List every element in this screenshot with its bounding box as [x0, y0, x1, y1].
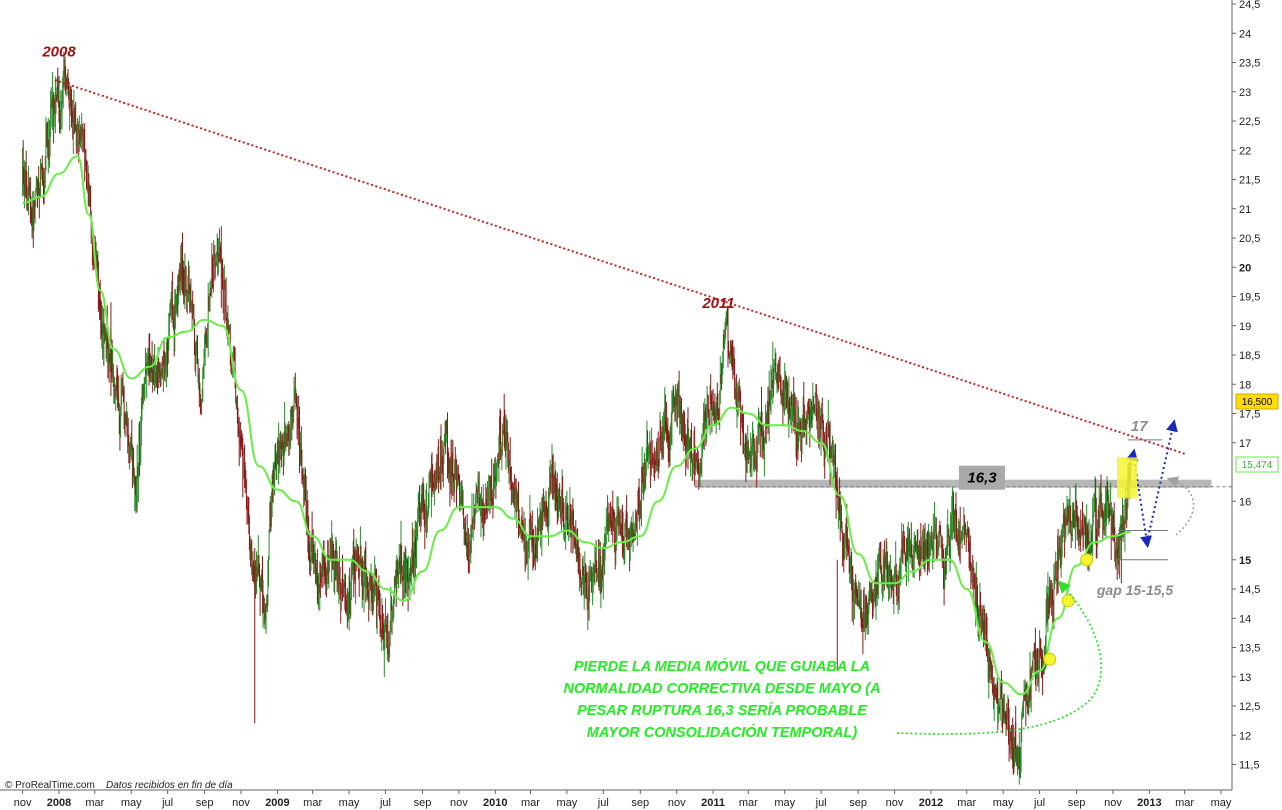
x-tick-label: 2012: [919, 797, 943, 809]
y-tick-label: 19,5: [1239, 292, 1260, 304]
y-tick-label: 13,5: [1239, 643, 1260, 655]
x-tick-label: mar: [521, 797, 540, 809]
x-tick-label: may: [774, 797, 795, 809]
price-bars: [22, 51, 1131, 785]
y-tick-label: 23,5: [1239, 58, 1260, 70]
x-tick-label: 2010: [483, 797, 507, 809]
ma-price-text: 15,474: [1242, 460, 1273, 471]
last-price-text: 16,500: [1242, 397, 1273, 408]
resistance-band: [694, 479, 1212, 488]
x-tick-label: sep: [414, 797, 432, 809]
moving-average-line: [22, 155, 1131, 696]
y-tick-label: 18,5: [1239, 350, 1260, 362]
y-tick-label: 16: [1239, 496, 1251, 508]
last-price-highlight: [1117, 457, 1137, 499]
gap-arrow: [1166, 476, 1195, 536]
x-tick-label: sep: [196, 797, 214, 809]
note-line-4: MAYOR CONSOLIDACIÓN TEMPORAL): [587, 723, 858, 741]
x-tick-label: mar: [303, 797, 322, 809]
highlight-point: [1061, 594, 1075, 608]
y-tick-label: 15: [1239, 555, 1251, 567]
x-tick-label: nov: [886, 797, 904, 809]
y-tick-label: 14: [1239, 613, 1251, 625]
x-tick-label: may: [339, 797, 360, 809]
trendline: [54, 79, 1188, 456]
x-tick-label: nov: [232, 797, 250, 809]
highlight-points: [1043, 553, 1094, 666]
note-line-3: PESAR RUPTURA 16,3 SERÍA PROBABLE: [577, 702, 868, 719]
x-tick-label: may: [557, 797, 578, 809]
highlight-point: [1080, 553, 1094, 567]
gap-label: gap 15-15,5: [1096, 582, 1173, 598]
x-tick-label: nov: [450, 797, 468, 809]
note-text: PIERDE LA MEDIA MÓVIL QUE GUIABA LA NORM…: [563, 657, 880, 741]
x-tick-label: mar: [1175, 797, 1194, 809]
x-axis: nov 2008 mar may jul sep nov 2009 mar may jul sep no…: [14, 790, 1232, 809]
y-tick-label: 18: [1239, 379, 1251, 391]
y-tick-label: 21,5: [1239, 175, 1260, 187]
y-tick-label: 13: [1239, 672, 1251, 684]
ma-price-tag: 15,474: [1235, 456, 1279, 473]
x-tick-label: nov: [1104, 797, 1122, 809]
y-tick-label: 14,5: [1239, 584, 1260, 596]
y-tick-label: 12: [1239, 730, 1251, 742]
x-tick-label: mar: [739, 797, 758, 809]
x-tick-label: jul: [597, 797, 609, 809]
x-tick-label: jul: [1033, 797, 1045, 809]
y-tick-label: 20: [1239, 262, 1251, 274]
note-arrow: [896, 580, 1103, 735]
x-tick-label: sep: [849, 797, 867, 809]
x-tick-label: 2009: [265, 797, 289, 809]
y-tick-label: 24,5: [1239, 0, 1260, 11]
x-tick-label: mar: [957, 797, 976, 809]
annotation-2008: 2008: [41, 44, 76, 61]
x-tick-label: nov: [668, 797, 686, 809]
y-tick-label: 17: [1239, 438, 1251, 450]
footer-source: © ProRealTime.com: [5, 780, 95, 791]
resistance-label-box: [959, 465, 1005, 490]
y-tick-label: 11,5: [1239, 760, 1260, 772]
x-tick-label: jul: [379, 797, 391, 809]
target-17-label: 17: [1131, 418, 1148, 435]
gap-lines: [1118, 530, 1168, 561]
x-tick-label: nov: [14, 797, 32, 809]
x-tick-label: 2013: [1137, 797, 1161, 809]
y-tick-label: 23: [1239, 87, 1251, 99]
x-tick-label: 2011: [701, 797, 725, 809]
last-price-tag: 16,500: [1235, 393, 1279, 410]
y-tick-label: 17,5: [1239, 409, 1260, 421]
highlight-point: [1043, 652, 1057, 666]
x-tick-label: sep: [631, 797, 649, 809]
y-tick-label: 12,5: [1239, 701, 1260, 713]
footer-note: Datos recibidos en fin de día: [106, 780, 233, 791]
note-line-1: PIERDE LA MEDIA MÓVIL QUE GUIABA LA: [574, 657, 870, 675]
note-line-2: NORMALIDAD CORRECTIVA DESDE MAYO (A: [563, 681, 880, 697]
y-axis: 24,5 24 23,5 23 22,5 22 21,5 21 20,5 20 19,5 19 18,5…: [1232, 0, 1260, 772]
x-tick-label: jul: [815, 797, 827, 809]
x-tick-label: jul: [161, 797, 173, 809]
x-tick-label: 2008: [47, 797, 71, 809]
y-tick-label: 22,5: [1239, 116, 1260, 128]
x-tick-label: may: [1211, 797, 1232, 809]
y-tick-label: 20,5: [1239, 233, 1260, 245]
y-tick-label: 21: [1239, 204, 1251, 216]
x-tick-label: mar: [85, 797, 104, 809]
x-tick-label: may: [993, 797, 1014, 809]
resistance-label: 16,3: [967, 470, 997, 487]
x-tick-label: may: [121, 797, 142, 809]
y-tick-label: 19: [1239, 321, 1251, 333]
y-tick-label: 24: [1239, 28, 1251, 40]
x-tick-label: sep: [1068, 797, 1086, 809]
annotation-2011: 2011: [701, 295, 734, 312]
y-tick-label: 22: [1239, 145, 1251, 157]
